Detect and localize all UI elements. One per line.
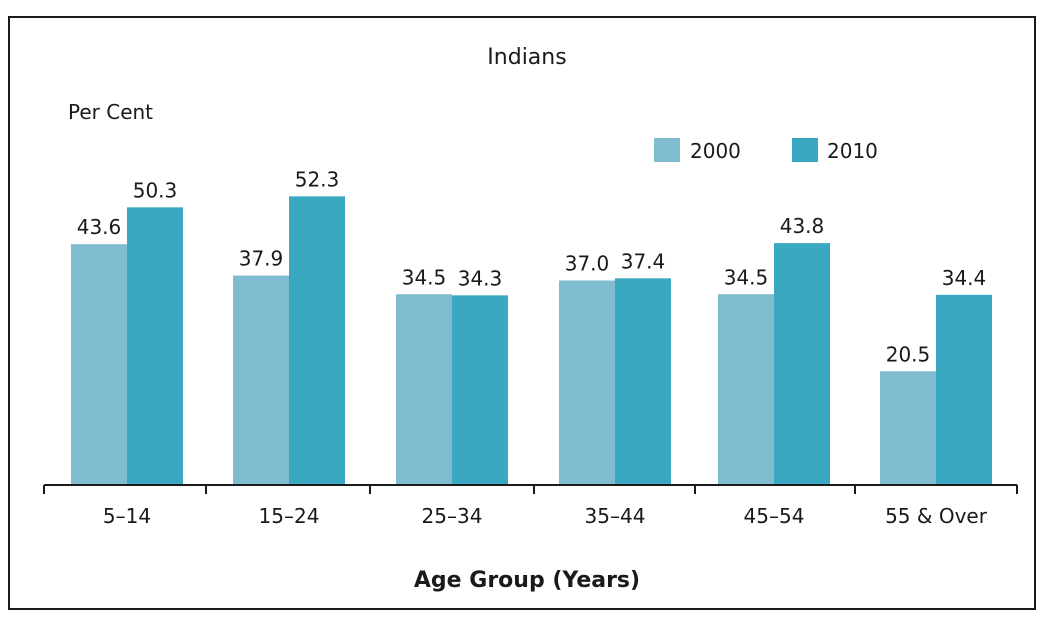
bar-2000-3 xyxy=(396,294,452,484)
bar-2010-2 xyxy=(289,196,345,484)
legend: 2000 2010 xyxy=(654,138,878,163)
x-axis: 5–14 15–24 25–34 35–44 45–54 55 & Over xyxy=(43,484,1018,528)
value-label-2010-3: 34.3 xyxy=(458,266,503,290)
value-label-2000-4: 37.0 xyxy=(565,252,610,276)
x-tick-label-3: 25–34 xyxy=(422,504,483,528)
value-label-2010-5: 43.8 xyxy=(780,214,825,238)
value-label-2000-1: 43.6 xyxy=(77,215,122,239)
legend-label-2000: 2000 xyxy=(690,139,741,163)
bar-2010-3 xyxy=(452,295,508,484)
bar-2010-5 xyxy=(774,243,830,484)
bar-2000-6 xyxy=(880,371,936,484)
x-tick-label-6: 55 & Over xyxy=(885,504,988,528)
value-label-2000-5: 34.5 xyxy=(724,265,769,289)
legend-swatch-2010 xyxy=(792,138,818,162)
bar-2000-5 xyxy=(718,294,774,484)
x-tick-label-2: 15–24 xyxy=(259,504,320,528)
value-label-2010-6: 34.4 xyxy=(942,266,987,290)
x-axis-label: Age Group (Years) xyxy=(414,568,640,593)
bar-2010-4 xyxy=(615,278,671,484)
value-label-2000-6: 20.5 xyxy=(886,342,931,366)
value-label-2000-2: 37.9 xyxy=(239,247,284,271)
x-tick-label-5: 45–54 xyxy=(744,504,805,528)
value-label-2010-1: 50.3 xyxy=(133,178,178,202)
legend-swatch-2000 xyxy=(654,138,680,162)
legend-label-2010: 2010 xyxy=(827,139,878,163)
x-tick-label-4: 35–44 xyxy=(585,504,646,528)
value-label-2000-3: 34.5 xyxy=(402,265,447,289)
chart-title: Indians xyxy=(487,45,566,70)
x-tick-label-1: 5–14 xyxy=(103,504,151,528)
bar-2000-4 xyxy=(559,280,615,484)
value-label-2010-4: 37.4 xyxy=(621,249,666,273)
bar-2010-1 xyxy=(127,207,183,484)
value-label-2010-2: 52.3 xyxy=(295,167,340,191)
bar-2010-6 xyxy=(936,294,992,484)
bars-group: 43.6 50.3 37.9 52.3 34.5 34.3 37.0 37.4 34.5 43.8… xyxy=(71,167,992,484)
y-axis-label: Per Cent xyxy=(68,100,153,124)
bar-2000-1 xyxy=(71,244,127,484)
bar-2000-2 xyxy=(233,275,289,484)
